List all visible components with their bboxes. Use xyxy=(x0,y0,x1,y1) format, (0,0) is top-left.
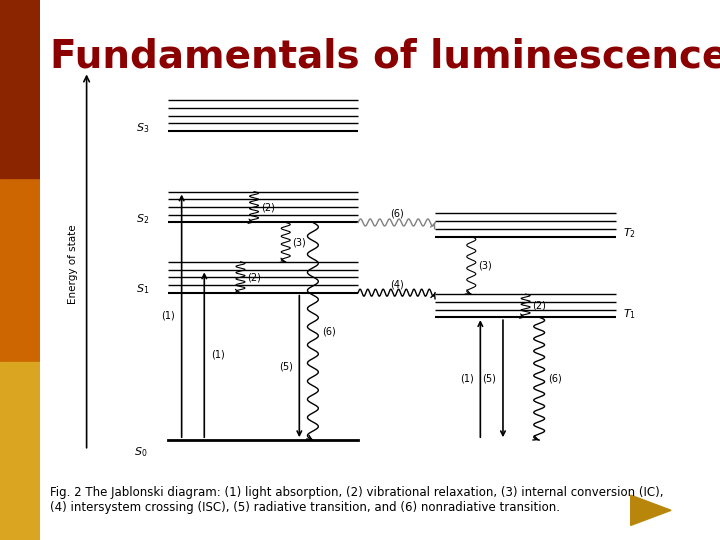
Bar xyxy=(0,178,40,362)
Text: (3): (3) xyxy=(478,260,492,271)
Text: (4): (4) xyxy=(390,279,403,289)
Text: Energy of state: Energy of state xyxy=(68,225,78,305)
Text: (5): (5) xyxy=(482,374,496,384)
Text: (2): (2) xyxy=(532,301,546,310)
Text: (1): (1) xyxy=(460,374,474,384)
Text: $T_2$: $T_2$ xyxy=(623,226,636,240)
Text: (6): (6) xyxy=(390,209,403,219)
Text: (3): (3) xyxy=(292,237,306,247)
Text: $T_1$: $T_1$ xyxy=(623,307,636,321)
Text: Fig. 2 The Jablonski diagram: (1) light absorption, (2) vibrational relaxation, : Fig. 2 The Jablonski diagram: (1) light … xyxy=(50,486,664,514)
Text: (6): (6) xyxy=(548,374,562,384)
Bar xyxy=(0,362,40,540)
Text: $S_3$: $S_3$ xyxy=(136,121,150,134)
Text: (2): (2) xyxy=(261,202,275,212)
Text: (2): (2) xyxy=(247,272,261,282)
Text: $S_0$: $S_0$ xyxy=(134,446,148,459)
Text: $S_2$: $S_2$ xyxy=(136,212,150,226)
Text: (5): (5) xyxy=(279,361,292,372)
Text: Fundamentals of luminescence: Fundamentals of luminescence xyxy=(50,38,720,76)
Text: $S_1$: $S_1$ xyxy=(136,282,150,296)
Polygon shape xyxy=(631,495,671,525)
Text: (1): (1) xyxy=(161,311,175,321)
Text: (6): (6) xyxy=(322,326,336,336)
Text: (1): (1) xyxy=(211,350,225,360)
Bar xyxy=(0,0,40,178)
